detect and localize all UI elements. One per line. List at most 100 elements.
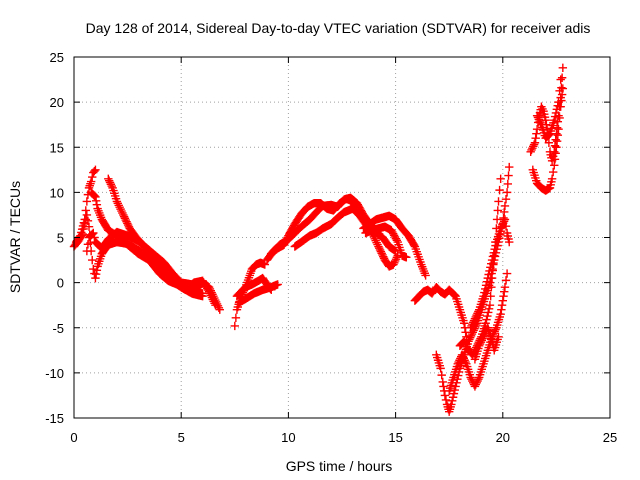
data-point — [482, 277, 492, 286]
data-point — [551, 149, 560, 158]
chart-title: Day 128 of 2014, Sidereal Day-to-day VTE… — [86, 20, 591, 36]
data-point — [447, 400, 456, 409]
data-point — [497, 300, 507, 310]
data-point — [90, 233, 99, 242]
data-point — [497, 305, 506, 314]
data-point — [555, 86, 564, 96]
data-point — [83, 240, 93, 249]
data-point — [91, 273, 100, 283]
data-point — [554, 125, 563, 134]
data-point — [260, 260, 270, 269]
data-point — [421, 271, 430, 280]
data-point — [489, 248, 498, 258]
data-point — [504, 171, 513, 180]
data-point — [77, 224, 87, 234]
data-point — [501, 276, 511, 285]
data-point — [439, 382, 448, 391]
data-point — [552, 137, 562, 146]
data-point — [494, 332, 503, 341]
data-point — [502, 269, 512, 278]
data-point — [484, 308, 493, 317]
axis-ticks — [73, 56, 611, 419]
series-arc-11 — [290, 204, 364, 251]
data-point — [487, 255, 497, 265]
series-arc-12 — [359, 211, 430, 280]
y-tick-label: -5 — [52, 321, 64, 336]
data-point — [501, 194, 511, 204]
data-point — [555, 113, 564, 123]
data-point — [91, 270, 101, 279]
y-tick-labels: -15 -10 -5 0 5 10 15 20 25 — [45, 50, 64, 426]
data-point — [558, 63, 568, 73]
data-point — [551, 108, 561, 118]
data-point — [554, 97, 563, 107]
data-marks — [69, 63, 568, 416]
data-point — [485, 300, 495, 310]
data-point — [449, 290, 459, 299]
series-arc-19 — [470, 323, 503, 364]
data-point — [91, 165, 100, 175]
data-point — [90, 166, 99, 176]
data-point — [550, 112, 560, 121]
data-point — [492, 215, 502, 224]
data-point — [500, 215, 510, 224]
data-point — [500, 282, 510, 292]
x-tick-label: 0 — [70, 430, 77, 445]
series-arc-8 — [234, 280, 282, 307]
data-point — [80, 215, 89, 224]
data-point — [90, 191, 99, 201]
data-point — [531, 134, 540, 143]
data-point — [481, 284, 490, 294]
data-point — [92, 266, 102, 275]
x-tick-labels: 0 5 10 15 20 25 — [70, 430, 617, 445]
data-point — [547, 174, 557, 184]
series-arc-5 — [86, 188, 220, 310]
data-point — [230, 321, 239, 331]
data-point — [483, 311, 492, 321]
data-point — [449, 389, 459, 398]
data-point — [505, 162, 514, 172]
data-point — [494, 197, 503, 206]
data-point — [437, 370, 446, 380]
data-point — [77, 228, 86, 237]
data-point — [391, 246, 400, 256]
data-point — [448, 393, 458, 402]
data-point — [487, 282, 496, 292]
data-point — [500, 207, 509, 217]
data-point — [440, 391, 450, 400]
data-point — [75, 232, 84, 242]
data-point — [499, 291, 508, 301]
data-point — [479, 291, 488, 301]
data-point — [91, 196, 101, 205]
y-axis-label: SDTVAR / TECUs — [7, 181, 23, 293]
data-point — [89, 264, 98, 274]
data-point — [88, 172, 97, 182]
x-tick-label: 25 — [603, 430, 617, 445]
data-point — [461, 328, 470, 337]
data-point — [273, 280, 282, 289]
data-point — [496, 174, 505, 184]
data-point — [91, 192, 100, 202]
data-point — [493, 206, 502, 215]
series-arc-16 — [445, 269, 512, 396]
data-point — [532, 125, 542, 134]
data-point — [501, 222, 511, 231]
data-point — [451, 382, 460, 391]
data-point — [548, 167, 558, 177]
data-point — [498, 296, 507, 305]
data-point — [82, 246, 92, 256]
data-point — [550, 147, 559, 156]
data-point — [88, 255, 97, 265]
data-point — [481, 319, 490, 328]
data-point — [92, 200, 102, 209]
data-point — [480, 288, 489, 297]
data-point — [500, 287, 509, 296]
x-tick-label: 5 — [178, 430, 185, 445]
data-point — [503, 179, 513, 189]
data-point — [491, 241, 500, 250]
data-point — [502, 188, 512, 197]
data-point — [500, 201, 510, 211]
data-point — [485, 266, 494, 276]
x-tick-label: 20 — [496, 430, 510, 445]
